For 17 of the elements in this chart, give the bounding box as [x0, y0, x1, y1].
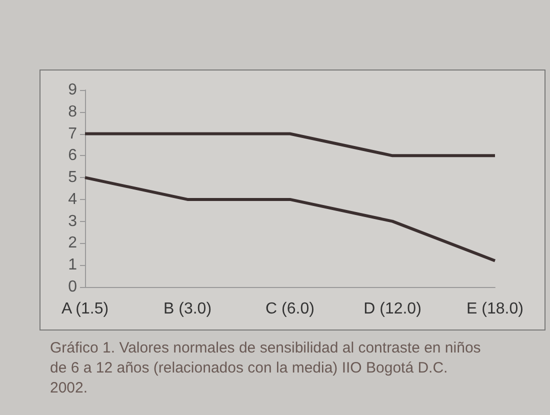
- y-tick-label: 8: [68, 103, 78, 120]
- y-tick-label: 2: [68, 234, 78, 252]
- y-tick-label: 1: [68, 256, 78, 274]
- x-tick-label: B (3.0): [163, 300, 212, 318]
- y-tick-label: 7: [68, 125, 78, 142]
- x-tick-label: A (1.5): [61, 300, 109, 318]
- y-tick-label: 4: [68, 190, 78, 208]
- line-series: [84, 176, 496, 262]
- y-tick-label: 9: [68, 82, 78, 98]
- y-tick-label: 5: [68, 169, 78, 186]
- y-tick-label: 3: [68, 212, 78, 230]
- x-tick-label: E (18.0): [466, 300, 524, 318]
- x-tick-label: C (6.0): [266, 300, 314, 318]
- text: Gráfico 1. Valores normales de sensibilidad al contraste en niños de 6 a 12 años (relacionados con la media) IIO Bogotá D.C. 2002.: [50, 340, 485, 396]
- y-tick-label: 0: [68, 278, 78, 296]
- y-tick-label: 6: [68, 147, 78, 164]
- x-tick-label: D (12.0): [364, 300, 422, 318]
